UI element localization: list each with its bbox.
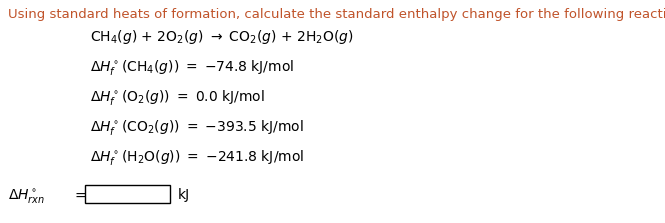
Text: $\Delta H^\circ_f$(H$_2$O($g$)) $=$ $-$241.8 kJ/mol: $\Delta H^\circ_f$(H$_2$O($g$)) $=$ $-$2… [90, 148, 305, 167]
Text: $\Delta H^\circ_{rxn}$: $\Delta H^\circ_{rxn}$ [8, 188, 45, 206]
Text: $=$: $=$ [72, 188, 87, 202]
Bar [85, 185, 170, 203]
Text: Using standard heats of formation, calculate the standard enthalpy change for th: Using standard heats of formation, calcu… [8, 8, 665, 21]
Text: kJ: kJ [178, 188, 190, 202]
Text: $\Delta H^\circ_f$(CO$_2$($g$)) $=$ $-$393.5 kJ/mol: $\Delta H^\circ_f$(CO$_2$($g$)) $=$ $-$3… [90, 118, 304, 137]
Text: $\Delta H^\circ_f$(O$_2$($g$)) $=$ 0.0 kJ/mol: $\Delta H^\circ_f$(O$_2$($g$)) $=$ 0.0 k… [90, 88, 265, 107]
Text: CH$_4$($g$) + 2O$_2$($g$) $\rightarrow$ CO$_2$($g$) + 2H$_2$O($g$): CH$_4$($g$) + 2O$_2$($g$) $\rightarrow$ … [90, 28, 354, 46]
Text: $\Delta H^\circ_f$(CH$_4$($g$)) $=$ $-$74.8 kJ/mol: $\Delta H^\circ_f$(CH$_4$($g$)) $=$ $-$7… [90, 58, 294, 77]
